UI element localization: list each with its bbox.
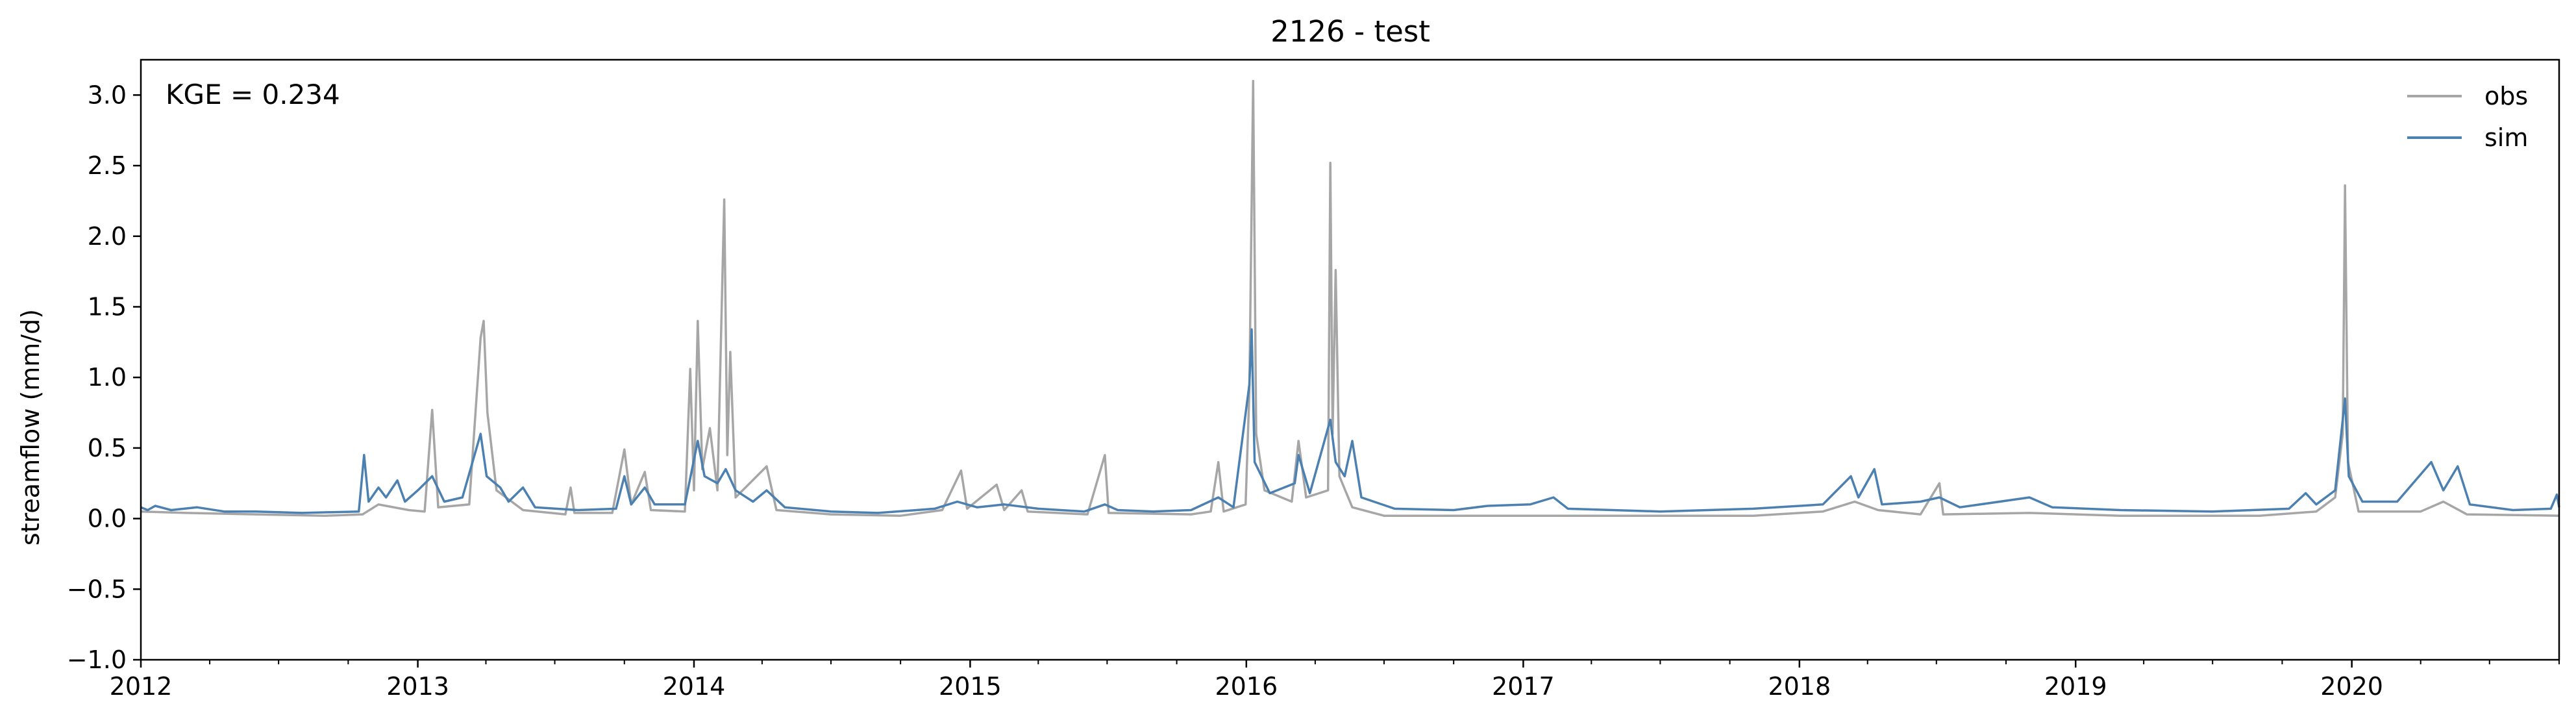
x-tick-label: 2014 xyxy=(663,672,726,701)
legend: obs sim xyxy=(2407,82,2528,152)
y-tick-label: −1.0 xyxy=(67,645,127,674)
y-tick-label: 2.5 xyxy=(88,151,127,180)
y-tick-label: −0.5 xyxy=(67,575,127,603)
y-tick-label: 0.5 xyxy=(88,434,127,462)
series-obs-line xyxy=(140,79,2560,517)
legend-sim-label: sim xyxy=(2484,123,2528,152)
x-tick-label: 2019 xyxy=(2044,672,2107,701)
y-tick-label: 1.5 xyxy=(88,292,127,321)
y-tick-label: 3.0 xyxy=(88,81,127,109)
y-tick-label: 0.0 xyxy=(88,505,127,533)
y-tick-label: 1.0 xyxy=(88,363,127,392)
legend-obs-label: obs xyxy=(2484,82,2528,110)
x-tick-label: 2016 xyxy=(1215,672,1278,701)
x-axis: 2012 2013 2014 2015 2016 2017 2018 2019 2020 xyxy=(110,660,2560,701)
x-tick-label: 2018 xyxy=(1768,672,1831,701)
x-tick-label: 2012 xyxy=(110,672,173,701)
y-axis: −1.0 −0.5 0.0 0.5 1.0 1.5 2.0 2.5 3.0 xyxy=(67,81,141,674)
series-layer xyxy=(140,79,2560,517)
x-tick-label: 2013 xyxy=(386,672,449,701)
y-tick-label: 2.0 xyxy=(88,222,127,251)
plot-frame xyxy=(140,58,2560,661)
y-axis-label: streamflow (mm/d) xyxy=(16,309,45,545)
chart-title: 2126 - test xyxy=(1270,14,1430,49)
x-tick-label: 2015 xyxy=(939,672,1002,701)
series-sim-line xyxy=(140,328,2560,514)
x-tick-label: 2020 xyxy=(2320,672,2383,701)
x-tick-label: 2017 xyxy=(1492,672,1555,701)
kge-annotation: KGE = 0.234 xyxy=(166,79,340,110)
